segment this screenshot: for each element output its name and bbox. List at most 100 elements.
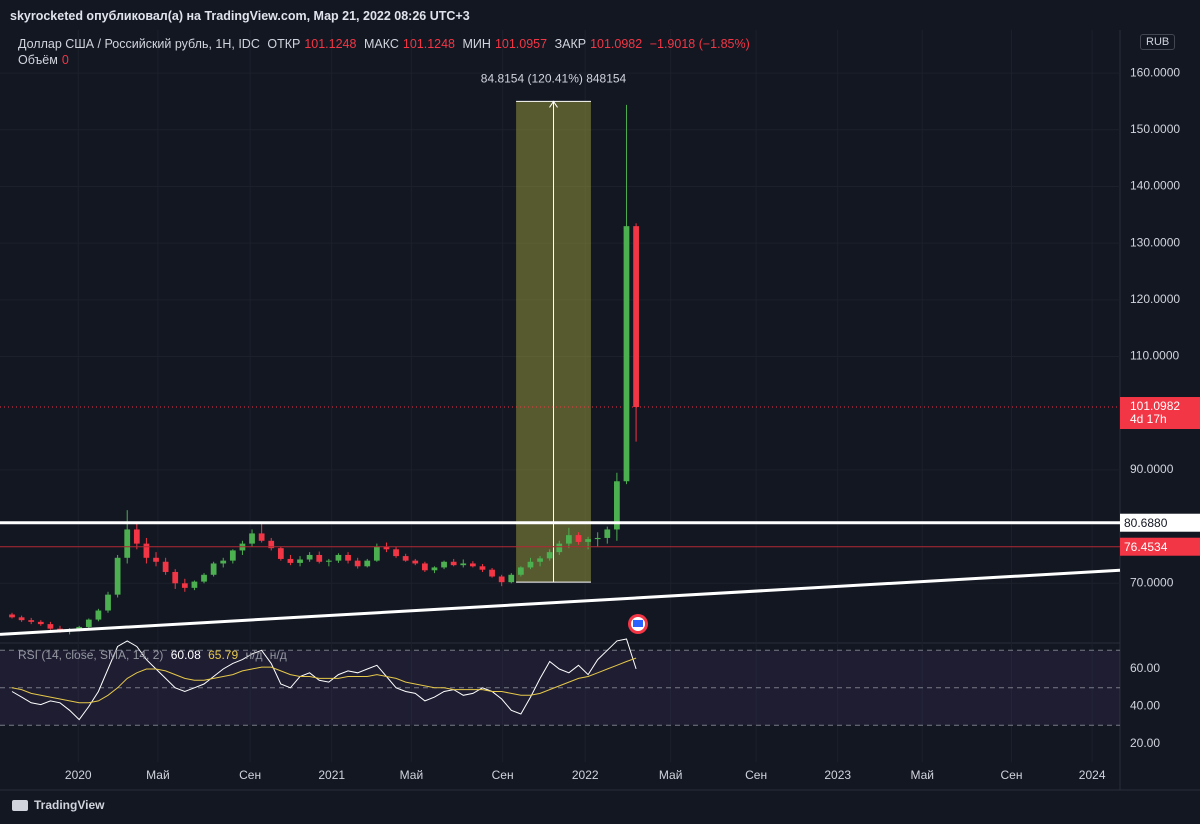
rsi-value: 60.08 <box>170 648 201 662</box>
x-tick-label: Май <box>910 768 934 782</box>
candle-body <box>18 617 25 621</box>
x-tick-label: 2021 <box>318 768 345 782</box>
candle-body <box>421 563 428 571</box>
candle-body <box>210 563 217 575</box>
candle-body <box>191 581 198 588</box>
candle-body <box>556 543 563 553</box>
candle-body <box>566 535 572 544</box>
candle-body <box>431 567 438 571</box>
y-tick-label: 110.0000 <box>1130 349 1179 363</box>
candle-body <box>277 548 284 559</box>
x-tick-label: Сен <box>239 768 261 782</box>
candle-body <box>498 576 505 583</box>
x-tick-label: 2022 <box>572 768 599 782</box>
candle-body <box>527 561 534 568</box>
candle-body <box>450 561 457 566</box>
footer-brand: TradingView <box>34 798 105 812</box>
x-tick-label: 2024 <box>1079 768 1106 782</box>
candle-body <box>249 533 255 544</box>
candle-body <box>546 552 553 559</box>
candle-body <box>133 529 140 544</box>
volume-legend: Объём 0 <box>18 53 73 67</box>
high-label: МАКС <box>363 37 399 51</box>
candle-body <box>316 554 323 562</box>
y-tick-label: 140.0000 <box>1130 179 1180 193</box>
trend-line <box>0 568 1121 636</box>
candle-body <box>345 554 351 561</box>
y-tick-label: 130.0000 <box>1130 235 1180 249</box>
change: −1.9018 (−1.85%) <box>649 37 750 51</box>
rsi-line <box>11 638 637 721</box>
candle-body <box>85 619 92 627</box>
candle-body <box>517 567 524 575</box>
candle-body <box>508 574 515 583</box>
candle-body <box>162 561 169 572</box>
candle-body <box>383 546 390 550</box>
y-tick-label: 160.0000 <box>1130 65 1180 79</box>
candle-body <box>393 549 399 557</box>
candle-body <box>105 594 111 611</box>
open-value: 101.1248 <box>304 37 357 51</box>
candle-body <box>124 529 131 558</box>
candle-body <box>633 226 639 408</box>
candle-body <box>460 563 467 566</box>
volume-value: 0 <box>61 53 69 67</box>
x-tick-label: Сен <box>492 768 514 782</box>
x-tick-label: 2020 <box>65 768 92 782</box>
candle-body <box>95 610 102 620</box>
currency-button[interactable]: RUB <box>1140 34 1176 50</box>
candle-body <box>268 540 275 549</box>
x-tick-label: Май <box>146 768 170 782</box>
price-label-box <box>1120 537 1200 556</box>
candle-body <box>441 561 447 568</box>
candle-body <box>9 614 15 618</box>
x-tick-label: 2023 <box>824 768 851 782</box>
rsi-na: н/д <box>269 648 287 662</box>
y-tick-label: 150.0000 <box>1130 122 1180 136</box>
publish-header: skyrocketed опубликовал(а) на TradingVie… <box>10 9 470 23</box>
candle-body <box>364 560 371 567</box>
candle-body <box>537 558 543 562</box>
candle-body <box>306 554 313 560</box>
rsi-sma-value: 65.79 <box>208 648 239 662</box>
candle-body <box>229 550 236 561</box>
rsi-tick-label: 40.00 <box>1130 699 1160 713</box>
event-flag <box>628 614 648 634</box>
footer-logo <box>12 800 28 811</box>
rsi-sma-line <box>11 657 637 704</box>
symbol-legend: Доллар США / Российский рубль, 1Н, IDC О… <box>18 37 754 51</box>
candle-body <box>258 533 265 541</box>
candle-body <box>373 546 380 561</box>
candle-body <box>479 566 486 570</box>
rsi-tick-label: 20.00 <box>1130 736 1160 750</box>
candle-body <box>594 537 601 540</box>
rsi-legend: RSI (14, close, SMA, 14, 2) 60.08 65.79 … <box>18 648 291 662</box>
candle-body <box>114 557 121 595</box>
candle-body <box>201 574 207 582</box>
candle-body <box>585 539 591 542</box>
y-tick-label: 90.0000 <box>1130 462 1174 476</box>
close-label: 101.0982 <box>1130 399 1180 413</box>
y-tick-label: 120.0000 <box>1130 292 1180 306</box>
x-tick-label: Сен <box>1001 768 1023 782</box>
candle-body <box>335 554 342 561</box>
measure-label: 84.8154 (120.41%) 848154 <box>481 72 627 86</box>
candle-body <box>325 560 332 562</box>
candle-body <box>469 563 476 567</box>
symbol: Доллар США / Российский рубль, 1Н, IDC <box>18 37 260 51</box>
plot-layer: 2020 Май Сен 2021 Май Сен 2022 Май Сен 2023 Май Сен… <box>0 30 1200 782</box>
candle-body <box>354 560 361 567</box>
candle-body <box>287 558 294 563</box>
candle-body <box>297 559 303 563</box>
candle-body <box>575 535 582 542</box>
x-tick-label: Сен <box>745 768 767 782</box>
candle-body <box>614 481 620 530</box>
candle-body <box>153 557 159 562</box>
x-tick-label: Май <box>659 768 683 782</box>
low-value: 101.0957 <box>494 37 548 51</box>
candle-body <box>489 569 495 577</box>
close-label: ЗАКР <box>554 37 587 51</box>
volume-label: Объём <box>18 53 58 67</box>
candle-body <box>47 624 54 629</box>
